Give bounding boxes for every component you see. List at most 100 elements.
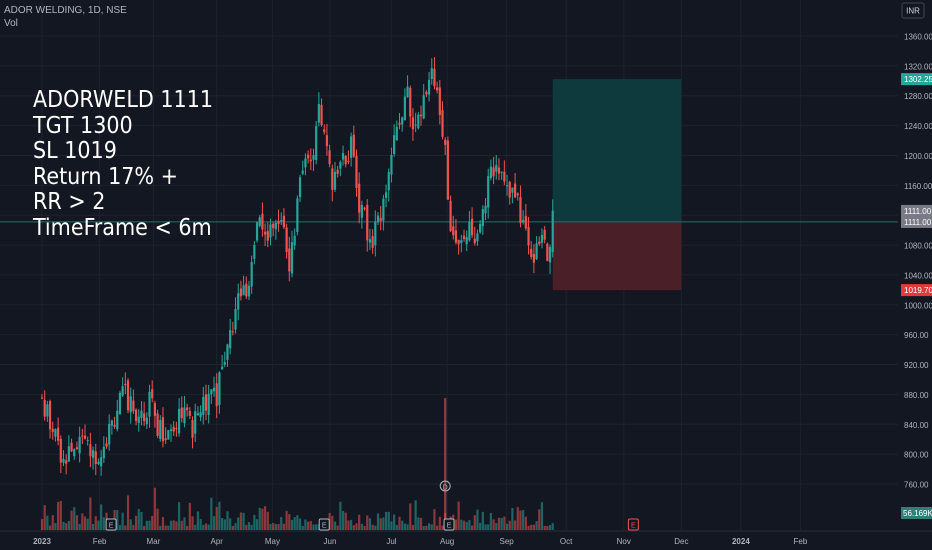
candle-body[interactable]	[425, 91, 428, 95]
candle-body[interactable]	[398, 122, 401, 125]
candle-body[interactable]	[436, 87, 439, 91]
candle-body[interactable]	[89, 444, 92, 457]
candle-body[interactable]	[441, 110, 444, 137]
candle-body[interactable]	[301, 170, 304, 174]
candle-body[interactable]	[126, 380, 130, 411]
candle-body[interactable]	[376, 215, 380, 223]
volume-badge[interactable]	[901, 507, 932, 519]
candle-body[interactable]	[409, 87, 412, 117]
candle-body[interactable]	[250, 261, 253, 287]
candle-body[interactable]	[401, 117, 404, 125]
candle-body[interactable]	[344, 155, 347, 165]
candle-body[interactable]	[247, 285, 251, 297]
candle-body[interactable]	[307, 154, 310, 159]
candle-body[interactable]	[105, 443, 108, 447]
candle-body[interactable]	[172, 426, 175, 432]
earnings-marker[interactable]	[443, 518, 455, 531]
candle-body[interactable]	[229, 330, 232, 349]
candle-body[interactable]	[212, 387, 216, 392]
candle-body[interactable]	[239, 288, 243, 297]
candle-body[interactable]	[446, 140, 449, 200]
candle-body[interactable]	[366, 204, 369, 241]
candle-body[interactable]	[317, 104, 320, 123]
candle-body[interactable]	[358, 183, 361, 213]
candle-body[interactable]	[336, 169, 339, 174]
candle-body[interactable]	[422, 95, 425, 119]
candle-body[interactable]	[516, 193, 519, 196]
candle-body[interactable]	[551, 210, 554, 252]
candle-body[interactable]	[513, 183, 517, 198]
candle-body[interactable]	[210, 389, 213, 395]
candle-body[interactable]	[406, 86, 409, 98]
candle-body[interactable]	[363, 207, 366, 209]
candle-body[interactable]	[137, 416, 140, 424]
candle-body[interactable]	[73, 449, 76, 457]
candle-body[interactable]	[188, 410, 191, 416]
candle-body[interactable]	[481, 209, 484, 227]
candle-body[interactable]	[393, 135, 396, 155]
candle-body[interactable]	[57, 427, 60, 441]
candle-body[interactable]	[277, 220, 280, 225]
candle-body[interactable]	[519, 197, 522, 224]
candle-body[interactable]	[293, 235, 296, 246]
candle-body[interactable]	[530, 248, 533, 257]
candle-body[interactable]	[473, 238, 476, 244]
candle-body[interactable]	[503, 171, 506, 182]
candle-body[interactable]	[118, 392, 122, 415]
candle-body[interactable]	[280, 219, 283, 222]
candle-body[interactable]	[304, 158, 307, 168]
currency-button[interactable]	[901, 2, 925, 19]
candle-body[interactable]	[180, 407, 183, 419]
candle-body[interactable]	[215, 383, 218, 407]
candle-body[interactable]	[411, 117, 415, 130]
candle-body[interactable]	[312, 155, 315, 160]
candle-body[interactable]	[258, 217, 261, 226]
candle-body[interactable]	[524, 215, 527, 229]
candle-body[interactable]	[91, 450, 95, 458]
candle-body[interactable]	[500, 171, 503, 173]
candle-body[interactable]	[81, 435, 84, 437]
candle-body[interactable]	[339, 161, 342, 169]
candle-body[interactable]	[315, 126, 318, 161]
candle-body[interactable]	[145, 417, 148, 425]
candle-body[interactable]	[274, 222, 277, 230]
candle-body[interactable]	[328, 150, 331, 165]
price-badge[interactable]	[901, 204, 932, 217]
candle-body[interactable]	[288, 248, 291, 272]
candle-body[interactable]	[331, 168, 334, 190]
candle-body[interactable]	[97, 461, 100, 464]
candle-body[interactable]	[226, 344, 229, 360]
candle-body[interactable]	[151, 389, 154, 399]
candle-body[interactable]	[148, 391, 151, 417]
candle-body[interactable]	[100, 457, 103, 467]
candle-body[interactable]	[347, 160, 350, 162]
candle-body[interactable]	[374, 221, 377, 246]
candle-body[interactable]	[264, 231, 267, 235]
symbol-title[interactable]: ADOR WELDING, 1D, NSE	[4, 5, 127, 16]
candle-body[interactable]	[67, 446, 70, 462]
candle-body[interactable]	[382, 198, 385, 221]
candle-body[interactable]	[470, 218, 474, 236]
candle-body[interactable]	[186, 407, 189, 411]
candle-body[interactable]	[465, 237, 468, 245]
stop-zone[interactable]	[552, 221, 682, 291]
candle-body[interactable]	[355, 155, 358, 188]
candle-body[interactable]	[387, 172, 390, 191]
candle-body[interactable]	[48, 401, 52, 430]
candle-body[interactable]	[489, 166, 492, 179]
candle-body[interactable]	[231, 331, 234, 333]
candle-body[interactable]	[261, 213, 264, 230]
candle-body[interactable]	[479, 223, 482, 233]
candle-body[interactable]	[62, 459, 65, 463]
candle-body[interactable]	[86, 440, 89, 442]
candle-body[interactable]	[427, 79, 431, 95]
candle-body[interactable]	[505, 185, 509, 187]
candle-body[interactable]	[161, 417, 165, 442]
candle-body[interactable]	[234, 308, 237, 330]
candle-body[interactable]	[199, 412, 202, 418]
candle-body[interactable]	[368, 239, 372, 243]
candle-body[interactable]	[102, 446, 105, 459]
candle-body[interactable]	[352, 134, 355, 157]
candle-body[interactable]	[245, 283, 248, 297]
candle-body[interactable]	[167, 430, 170, 440]
